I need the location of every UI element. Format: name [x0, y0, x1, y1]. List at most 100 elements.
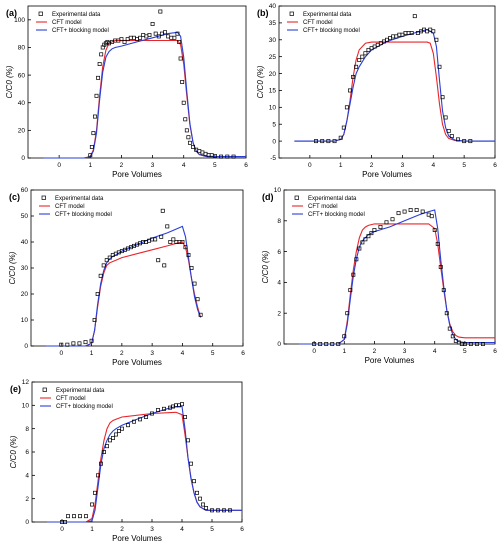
y-tick-label: 60: [18, 72, 26, 79]
data-point: [93, 114, 97, 119]
data-point: [183, 415, 187, 419]
data-point: [114, 432, 118, 437]
cft-blocking-model-line: [294, 29, 495, 142]
y-tick-label: 10: [269, 105, 277, 112]
data-point: [83, 340, 88, 345]
data-point: [338, 135, 343, 140]
data-point: [431, 29, 436, 34]
x-tick-label: 0: [57, 162, 61, 169]
data-point: [363, 237, 368, 242]
panel-label: (c): [9, 192, 20, 202]
data-point: [138, 35, 143, 40]
x-axis-label: Pore Volumes: [362, 170, 412, 179]
x-tick-label: 3: [150, 350, 154, 357]
x-tick-label: 3: [401, 162, 405, 169]
data-point: [88, 153, 93, 158]
data-point: [104, 258, 109, 263]
data-point: [105, 444, 109, 449]
y-tick-label: 80: [18, 45, 26, 52]
plot-frame: [31, 381, 243, 523]
data-point: [98, 273, 103, 278]
y-tick-label: 20: [269, 71, 277, 78]
data-point: [162, 263, 167, 268]
data-point: [138, 417, 142, 422]
legend-label-cft: CFT model: [52, 20, 82, 26]
data-point: [409, 31, 414, 35]
data-point: [189, 461, 193, 466]
x-tick-label: 3: [150, 526, 154, 533]
cft-blocking-model-line: [46, 225, 202, 347]
legend-label-experimental: Experimental data: [303, 12, 352, 18]
y-tick-label: 8: [277, 218, 281, 225]
data-point: [158, 9, 163, 14]
y-tick-label: 6: [25, 449, 29, 456]
data-point: [462, 139, 467, 144]
data-point: [147, 33, 152, 37]
data-point: [449, 134, 454, 138]
data-point: [397, 32, 402, 37]
x-axis-label: Pore Volumes: [112, 170, 162, 179]
data-point: [150, 22, 155, 26]
data-point: [225, 154, 230, 159]
data-point: [186, 438, 190, 443]
data-point: [186, 253, 191, 257]
panel-label: (a): [6, 8, 17, 18]
data-point: [180, 80, 185, 84]
data-point: [332, 139, 337, 144]
x-tick-label: 3: [403, 348, 407, 355]
chart-panel-b: 0 1 2 3 4 5 6 -5 0 5 10 15 20 25 30 35 40 Pore Volumes C/C…: [256, 3, 497, 179]
cft-model-line: [299, 223, 495, 345]
x-axis-label: Pore Volumes: [112, 358, 162, 367]
x-tick-label: 1: [342, 348, 346, 355]
legend-marker-experimental: [41, 195, 46, 200]
y-tick-label: 0: [21, 155, 25, 162]
legend-marker-experimental: [38, 11, 43, 16]
cft-model-line: [294, 41, 495, 142]
data-point: [348, 88, 352, 93]
data-point: [159, 234, 164, 239]
data-point: [132, 419, 136, 424]
data-point: [78, 514, 82, 519]
x-tick-label: 2: [373, 348, 377, 355]
data-point: [402, 209, 407, 214]
x-tick-label: 1: [88, 162, 92, 169]
data-point: [354, 257, 359, 262]
data-point: [440, 95, 445, 100]
y-axis-label: C/C0 (%): [9, 435, 18, 468]
data-point: [77, 341, 82, 346]
data-point: [320, 139, 325, 144]
data-point: [444, 311, 449, 316]
data-point: [414, 208, 419, 212]
cft-blocking-model-line: [43, 31, 246, 159]
data-point: [378, 225, 383, 229]
data-point: [201, 502, 205, 507]
data-point: [144, 415, 148, 419]
y-tick-label: 2: [277, 310, 281, 317]
data-point: [437, 64, 442, 69]
data-point: [91, 131, 96, 136]
cft-model-line: [47, 411, 242, 523]
data-point: [412, 14, 417, 19]
data-point: [344, 105, 349, 110]
data-point: [181, 100, 186, 105]
data-point: [128, 35, 133, 40]
x-tick-label: 2: [120, 350, 124, 357]
data-point: [391, 34, 396, 39]
data-point: [189, 266, 194, 270]
x-tick-label: 6: [244, 162, 248, 169]
data-point: [312, 342, 317, 346]
y-tick-label: -5: [270, 155, 276, 162]
x-tick-label: 4: [181, 350, 185, 357]
data-point: [462, 342, 467, 346]
data-point: [438, 265, 443, 269]
data-point: [326, 139, 331, 144]
data-point: [216, 508, 220, 513]
legend-label-cft-blocking: CFT+ blocking model: [52, 28, 109, 34]
data-point: [165, 224, 170, 229]
y-tick-label: 5: [272, 121, 276, 128]
x-tick-label: 4: [180, 526, 184, 533]
y-tick-label: 4: [25, 473, 29, 480]
data-point: [357, 58, 362, 62]
data-point: [72, 514, 76, 519]
